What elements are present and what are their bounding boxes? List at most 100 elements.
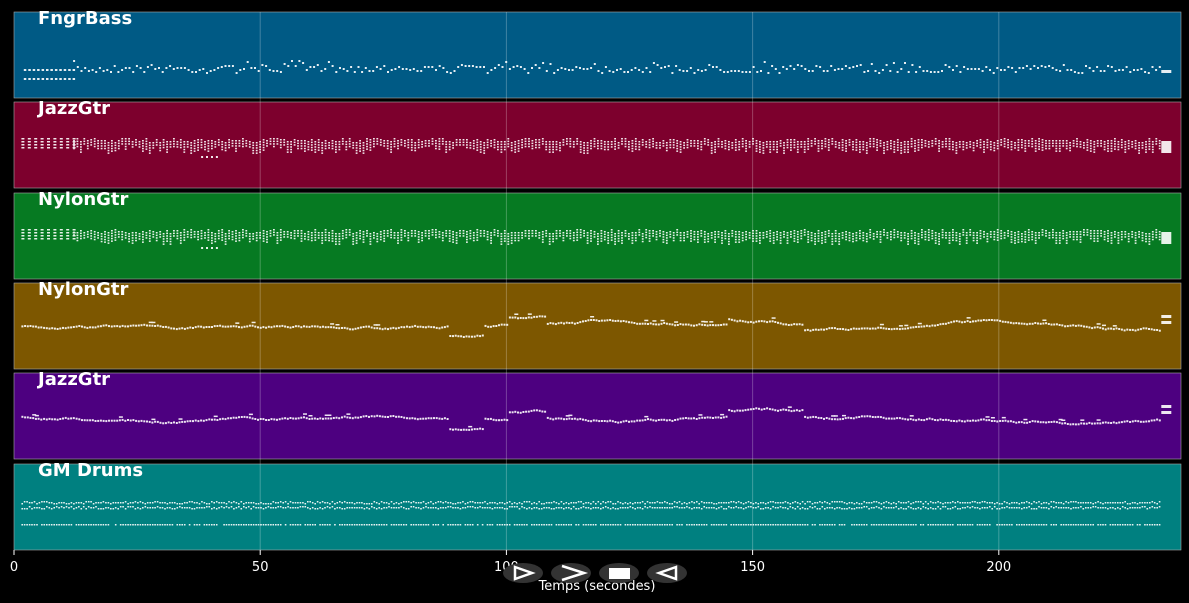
note [231,140,234,142]
note [1069,142,1071,144]
note [369,141,372,144]
note [1161,141,1172,153]
note [321,149,324,152]
note [590,232,592,235]
note [73,60,76,62]
note [144,506,147,508]
note [1061,422,1064,425]
note [138,143,141,146]
note [538,234,541,237]
note [183,239,186,241]
note [787,409,790,412]
note [848,237,851,239]
note [424,235,427,237]
note [353,503,356,505]
note [503,418,506,421]
note [772,234,775,237]
note [47,235,50,237]
note [351,417,354,420]
note [638,322,641,325]
note [1017,233,1020,236]
note [300,326,303,329]
note [248,238,251,240]
note [1110,147,1113,150]
note [139,67,142,69]
note [54,78,58,80]
note [250,502,252,504]
note [455,237,458,239]
note [90,230,93,232]
note [104,241,106,243]
note [760,508,762,510]
note [905,524,907,526]
note [1031,233,1034,236]
note [945,145,947,148]
note [183,524,186,526]
note [842,414,846,417]
note [1077,72,1080,74]
note [922,524,925,526]
note [211,232,213,234]
note [1048,237,1051,239]
note [357,327,360,330]
note [1145,235,1147,238]
note [322,417,324,420]
note [1079,241,1082,243]
note [838,501,841,503]
note [346,413,351,415]
note [666,507,668,509]
note [267,506,270,508]
note [100,145,103,147]
note [397,140,399,142]
note [321,237,324,239]
note [777,409,779,412]
note [845,233,847,236]
note [614,243,616,245]
note [700,235,703,237]
note [129,419,132,422]
note [1038,232,1040,234]
note [803,151,806,153]
note [517,411,519,414]
note [1083,234,1085,236]
note [1141,239,1144,242]
note [483,232,486,235]
note [27,229,31,231]
note [148,147,151,149]
note [499,507,501,509]
note [748,234,751,237]
note [1022,67,1025,69]
note [600,140,603,142]
note [34,235,38,237]
note [783,142,785,144]
note [265,524,267,526]
note [497,141,499,143]
note [681,507,683,509]
note [1115,422,1118,425]
note [142,140,144,142]
note [721,239,723,242]
note [144,524,147,526]
note [831,240,834,243]
note [401,68,404,70]
note [651,502,654,504]
note [972,239,975,242]
note [204,148,206,151]
note [386,142,389,145]
note [494,67,497,69]
note [1138,152,1140,154]
track-lane [13,192,1182,280]
note [72,417,75,420]
note [893,143,896,146]
note [221,239,224,241]
note [228,235,230,237]
note [373,237,375,239]
note [953,420,955,422]
note [989,148,992,151]
note [290,151,292,153]
note [441,143,444,145]
note [577,501,580,503]
note [660,319,665,322]
note [709,416,712,419]
note [597,240,599,243]
